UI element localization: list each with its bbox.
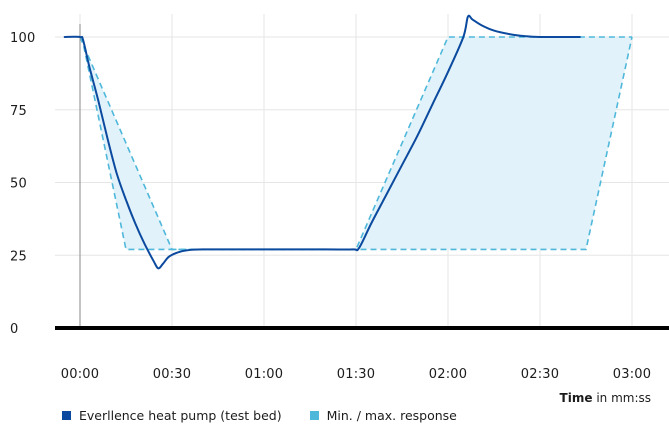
- x-tick-label-5: 02:30: [521, 367, 559, 382]
- y-tick-label-3: 75: [10, 104, 27, 119]
- legend-swatch-heat-pump: [62, 410, 71, 420]
- legend: Everllence heat pump (test bed) Min. / m…: [62, 407, 485, 423]
- x-tick-label-6: 03:00: [613, 367, 651, 382]
- x-axis-title-bold: Time: [560, 391, 593, 405]
- x-axis-title-unit: in mm:ss: [593, 391, 652, 405]
- legend-swatch-min-max: [309, 410, 319, 420]
- y-tick-label-1: 25: [10, 249, 27, 264]
- x-tick-label-1: 00:30: [153, 367, 191, 382]
- y-tick-label-2: 50: [10, 177, 27, 192]
- legend-item-heat-pump: Everllence heat pump (test bed): [62, 408, 282, 423]
- legend-label-heat-pump: Everllence heat pump (test bed): [79, 407, 282, 423]
- x-tick-label-4: 02:00: [429, 367, 467, 382]
- legend-label-min-max: Min. / max. response: [326, 407, 457, 423]
- heat-pump-series-line: [63, 14, 581, 270]
- x-tick-label-3: 01:30: [337, 367, 375, 382]
- y-tick-label-4: 100: [10, 31, 35, 46]
- legend-item-min-max: Min. / max. response: [309, 407, 457, 423]
- x-tick-label-2: 01:00: [245, 367, 283, 382]
- response-band-fill: [80, 37, 632, 250]
- y-tick-label-0: 0: [10, 322, 18, 337]
- x-axis-title: Time in mm:ss: [560, 391, 651, 405]
- x-tick-label-0: 00:00: [61, 367, 99, 382]
